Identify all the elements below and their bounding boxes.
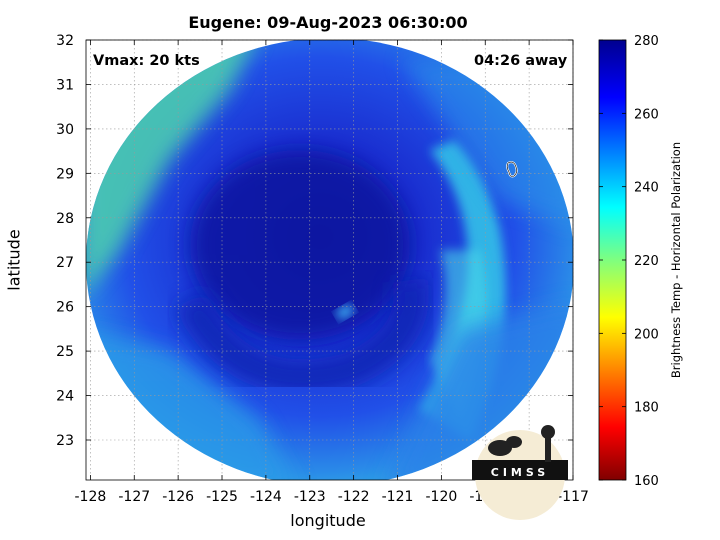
colorbar-label: Brightness Temp - Horizontal Polarizatio… — [669, 141, 683, 379]
colorbar-tick-label: 240 — [634, 181, 659, 196]
x-tick-label: -122 — [338, 489, 370, 505]
colorbar — [598, 39, 627, 481]
vmax-label: Vmax: 20 kts — [93, 53, 200, 69]
y-tick-label: 31 — [56, 77, 74, 93]
y-tick-label: 25 — [56, 344, 74, 360]
y-tick-label: 28 — [56, 211, 74, 227]
colorbar-tick-label: 180 — [634, 401, 659, 416]
y-tick-label: 27 — [56, 255, 74, 271]
x-tick-label: -125 — [206, 489, 238, 505]
x-tick-label: -121 — [382, 489, 414, 505]
x-tick-label: -117 — [557, 489, 589, 505]
y-tick-label: 29 — [56, 166, 74, 182]
page-title: Eugene: 09-Aug-2023 06:30:00 — [188, 13, 468, 32]
axis-ticks: -128-127-126-125-124-123-122-121-120-119… — [56, 33, 589, 505]
x-tick-label: -126 — [162, 489, 194, 505]
cimss-logo: CIMSS — [472, 425, 568, 520]
x-tick-label: -124 — [250, 489, 282, 505]
colorbar-tick-label: 200 — [634, 327, 659, 342]
x-tick-label: -120 — [425, 489, 457, 505]
time-away-label: 04:26 away — [474, 53, 568, 69]
x-tick-label: -123 — [294, 489, 326, 505]
y-tick-label: 24 — [56, 389, 74, 405]
x-axis-label: longitude — [290, 511, 366, 530]
y-tick-label: 26 — [56, 300, 74, 316]
colorbar-tick-label: 260 — [634, 107, 659, 122]
y-tick-label: 30 — [56, 122, 74, 138]
y-tick-label: 32 — [56, 33, 74, 49]
colorbar-tick-label: 280 — [634, 34, 659, 49]
y-axis-label: latitude — [4, 229, 24, 291]
y-tick-label: 23 — [56, 433, 74, 449]
colorbar-ticks: 160 180 200 220 240 260 280 — [599, 34, 659, 489]
cimss-logo-text: CIMSS — [491, 466, 549, 479]
axes-frame — [85, 39, 574, 481]
swath-image — [86, 40, 573, 480]
x-tick-label: -128 — [74, 489, 106, 505]
x-tick-label: -127 — [118, 489, 150, 505]
colorbar-tick-label: 160 — [634, 474, 659, 489]
colorbar-tick-label: 220 — [634, 254, 659, 269]
